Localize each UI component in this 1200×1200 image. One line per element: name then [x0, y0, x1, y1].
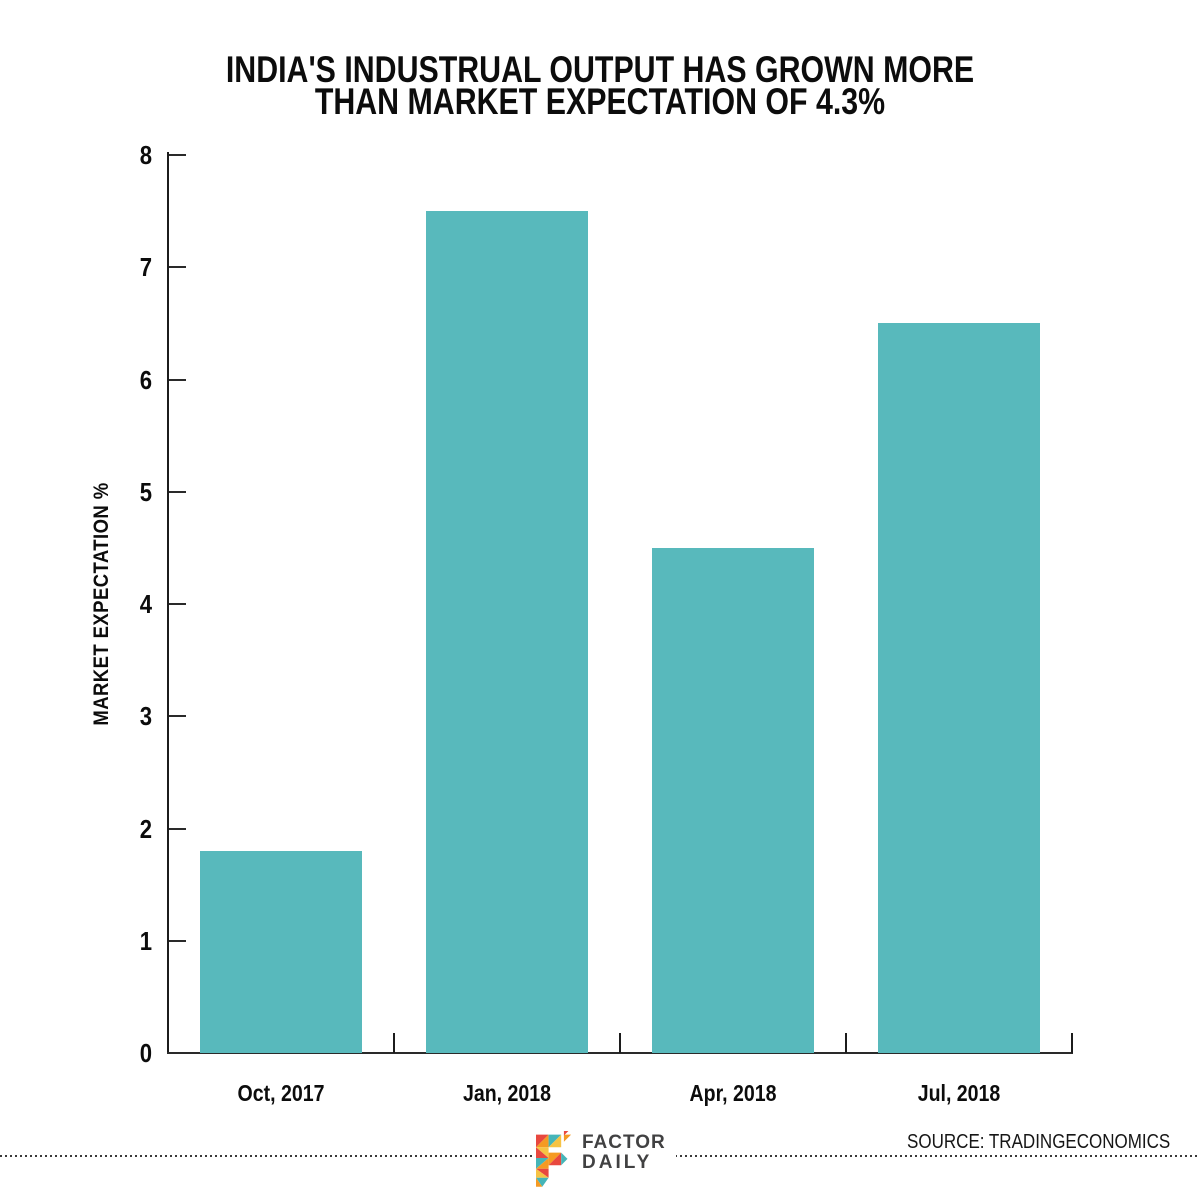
y-tick-mark-5 — [169, 490, 186, 493]
logo-text: FACTOR DAILY — [582, 1133, 666, 1173]
x-tick-mark-4 — [1071, 1033, 1073, 1053]
x-axis-line — [167, 1052, 1073, 1054]
x-tick-label-jul-2018: Jul, 2018 — [917, 1080, 1001, 1106]
y-tick-label-1: 1 — [139, 925, 152, 956]
x-tick-label-jan-2018: Jan, 2018 — [462, 1080, 552, 1106]
y-tick-label-2: 2 — [139, 813, 152, 844]
bar-oct-2017 — [199, 851, 363, 1054]
bar-apr-2018 — [651, 547, 815, 1053]
y-axis-line — [167, 152, 169, 1054]
factor-daily-logo: FACTOR DAILY — [534, 1124, 676, 1192]
y-tick-label-6: 6 — [139, 364, 152, 395]
chart-title-line2: THAN MARKET EXPECTATION OF 4.3% — [314, 81, 886, 122]
y-tick-label-4: 4 — [139, 589, 152, 619]
y-tick-mark-8 — [169, 154, 186, 156]
x-tick-mark-1 — [393, 1033, 395, 1053]
y-tick-mark-4 — [169, 603, 186, 605]
y-axis-title: MARKET EXPECTATION % — [90, 482, 113, 726]
y-tick-mark-7 — [169, 266, 186, 269]
bar-jul-2018 — [877, 323, 1041, 1053]
y-tick-label-8: 8 — [139, 140, 152, 170]
chart-title: INDIA'S INDUSTRUAL OUTPUT HAS GROWN MORE… — [0, 49, 1200, 122]
factor-daily-f-mosaic-icon — [536, 1131, 572, 1187]
x-tick-label-oct-2017: Oct, 2017 — [237, 1080, 325, 1106]
x-tick-mark-3 — [845, 1033, 847, 1053]
y-tick-mark-1 — [169, 939, 186, 942]
chart-title-line1: INDIA'S INDUSTRUAL OUTPUT HAS GROWN MORE — [225, 49, 975, 90]
y-tick-label-5: 5 — [139, 476, 152, 507]
bar-jan-2018 — [425, 211, 589, 1053]
y-tick-label-7: 7 — [139, 252, 152, 283]
x-tick-mark-2 — [619, 1033, 621, 1053]
y-tick-mark-6 — [169, 378, 186, 381]
logo-text-factor: FACTOR — [582, 1132, 666, 1153]
y-tick-label-0: 0 — [139, 1038, 152, 1068]
y-tick-mark-3 — [169, 715, 186, 718]
logo-text-daily: DAILY — [582, 1152, 653, 1173]
y-tick-mark-2 — [169, 827, 186, 830]
y-tick-label-3: 3 — [139, 701, 152, 732]
y-tick-mark-0 — [169, 1052, 186, 1054]
x-tick-label-apr-2018: Apr, 2018 — [689, 1080, 777, 1106]
source-text: SOURCE: TRADINGECONOMICS — [903, 1131, 1174, 1154]
